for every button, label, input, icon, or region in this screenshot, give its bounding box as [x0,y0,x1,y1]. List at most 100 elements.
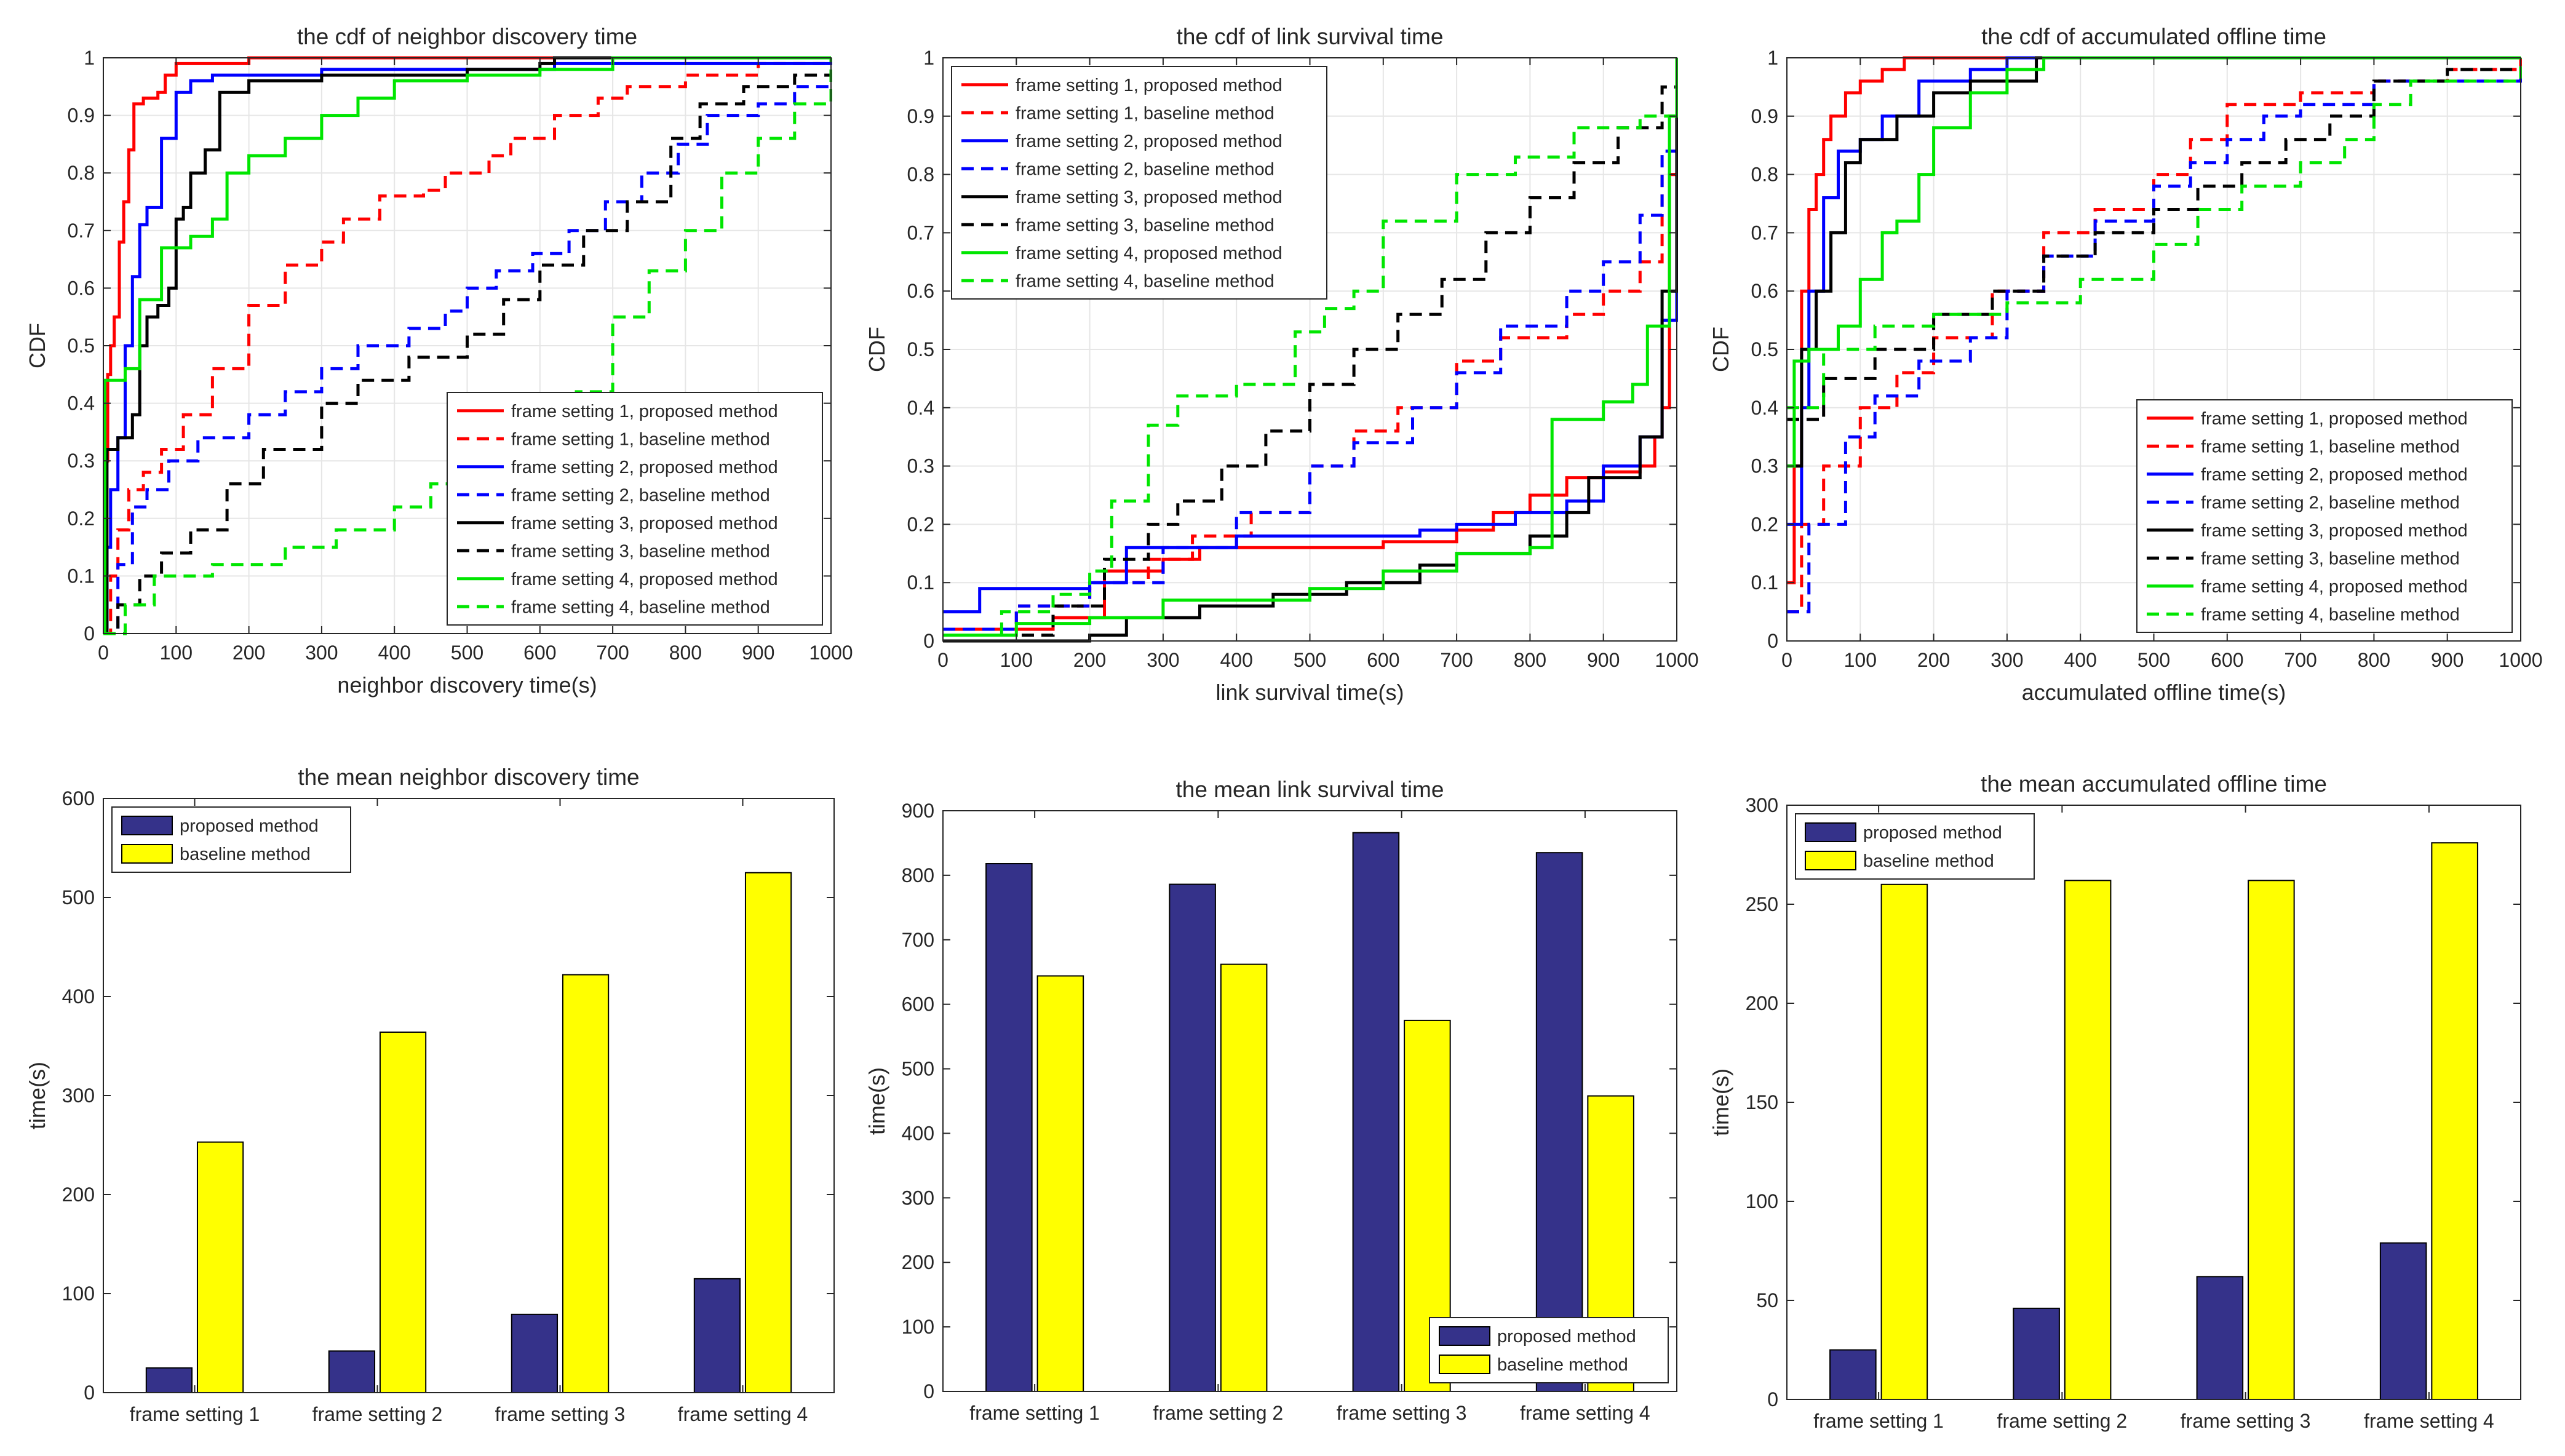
series-line-2 [103,58,832,635]
series-group [943,58,1678,643]
y-axis-label: time(s) [25,1062,50,1129]
tick-group: 0 100 200 300 400 500 600 700 800 900 1000 0 0.1 0.2 0… [907,47,1699,671]
bar-proposed [693,1278,741,1394]
legend-label: proposed method [180,816,319,836]
chart-title: the cdf of link survival time [1177,24,1444,49]
x-tick-label: 500 [451,642,483,664]
bar-baseline [744,872,792,1393]
x-tick-label: 200 [1917,649,1950,671]
legend-label: frame setting 3, baseline method [511,541,770,561]
y-tick-label: 0.2 [68,507,95,530]
bar-baseline [562,974,610,1393]
legend-item: frame setting 3, baseline method [961,215,1275,235]
legend-item: frame setting 4, baseline method [2147,605,2460,624]
legend-label: frame setting 3, baseline method [2201,549,2460,568]
legend-label: frame setting 2, proposed method [2201,465,2468,485]
legend-item: frame setting 1, proposed method [961,76,1282,95]
legend-item: frame setting 3, proposed method [961,188,1282,207]
legend-label: frame setting 4, baseline method [511,597,770,617]
y-tick-label: 200 [902,1251,934,1273]
y-tick-label: 0 [1767,1388,1778,1410]
x-tick-label: frame setting 2 [312,1403,443,1425]
y-tick-label: 0.5 [907,338,934,360]
bar-proposed [511,1313,559,1394]
chart-panel-cdf_survival: 0 100 200 300 400 500 600 700 800 900 1000 0 0.1 0.2 0… [864,24,1699,705]
x-tick-label: frame setting 3 [495,1403,626,1425]
legend-item: baseline method [1805,851,1994,871]
series-line-8 [1787,58,2522,410]
x-tick-label: 700 [1440,649,1473,671]
chart-panel-mean_discovery: frame setting 1 frame setting 2 frame sett… [25,765,835,1425]
legend-label: frame setting 4, proposed method [2201,577,2468,597]
legend-label: frame setting 2, baseline method [2201,493,2460,512]
x-tick-label: 0 [937,649,948,671]
series-line-2 [943,116,1678,631]
x-axis-label: link survival time(s) [1215,680,1404,705]
series-line-4 [103,58,832,635]
y-tick-label: 200 [62,1183,95,1206]
x-tick-label: 900 [1587,649,1620,671]
x-tick-label: 400 [1220,649,1253,671]
bar-proposed [145,1367,193,1393]
bar-baseline [1036,975,1084,1392]
x-tick-label: frame setting 3 [1337,1402,1467,1424]
legend-item: frame setting 1, baseline method [961,103,1275,123]
y-tick-label: 0.4 [907,397,934,419]
legend: proposed method baseline method [111,806,351,873]
bar-proposed [1169,883,1216,1393]
legend-item: frame setting 3, baseline method [457,541,770,561]
x-tick-label: 1000 [1655,649,1698,671]
y-axis-label: time(s) [1708,1068,1733,1136]
x-tick-label: 900 [742,642,774,664]
y-tick-label: 0 [923,1380,934,1402]
y-tick-label: 1 [923,47,934,69]
y-tick-label: 100 [1746,1190,1778,1212]
legend-label: frame setting 1, baseline method [511,429,770,449]
series-line-6 [943,58,1678,637]
y-tick-label: 0.3 [1751,455,1778,477]
chart-title: the mean neighbor discovery time [298,765,639,790]
series-line-7 [943,58,1678,637]
legend: frame setting 1, proposed method frame se… [951,66,1327,300]
tick-group: frame setting 1 frame setting 2 frame sett… [902,800,1677,1424]
legend-label: frame setting 4, proposed method [1016,244,1282,263]
legend-label: proposed method [1863,823,2002,843]
legend-box [447,392,823,626]
y-tick-label: 300 [902,1187,934,1209]
chart-title: the cdf of accumulated offline time [1981,24,2326,49]
x-tick-label: 400 [378,642,411,664]
bars-group [985,832,1634,1393]
x-tick-label: frame setting 2 [1997,1410,2128,1432]
y-tick-label: 300 [1746,794,1778,816]
y-tick-label: 500 [62,886,95,909]
x-tick-label: 700 [596,642,629,664]
legend-item: frame setting 1, proposed method [457,402,778,421]
x-tick-label: 300 [305,642,338,664]
legend-item: baseline method [121,844,311,864]
x-tick-label: 200 [233,642,265,664]
legend-label: frame setting 1, proposed method [2201,409,2468,429]
y-tick-label: 0.3 [68,450,95,472]
legend-label: baseline method [1497,1355,1628,1375]
chart-panel-mean_offline: frame setting 1 frame setting 2 frame sett… [1708,771,2521,1432]
x-tick-label: 200 [1073,649,1106,671]
y-tick-label: 100 [62,1283,95,1305]
legend-item: frame setting 4, baseline method [457,597,770,617]
legend-item: frame setting 2, baseline method [2147,493,2460,512]
x-tick-label: 0 [1781,649,1792,671]
legend-item: frame setting 3, proposed method [2147,521,2468,541]
legend-item: frame setting 1, proposed method [2147,409,2468,429]
legend-swatch [1439,1326,1490,1346]
x-tick-label: 600 [2211,649,2243,671]
legend-box [951,66,1327,300]
x-tick-label: 700 [2284,649,2316,671]
legend-label: frame setting 2, proposed method [1016,132,1282,151]
x-tick-label: 100 [160,642,193,664]
bar-proposed [985,863,1033,1392]
series-group [103,56,832,635]
legend-swatch [121,816,173,835]
y-tick-label: 600 [62,787,95,810]
x-axis-label: accumulated offline time(s) [2022,680,2286,705]
tick-group: frame setting 1 frame setting 2 frame sett… [1746,794,2521,1432]
x-tick-label: frame setting 4 [2364,1410,2494,1432]
